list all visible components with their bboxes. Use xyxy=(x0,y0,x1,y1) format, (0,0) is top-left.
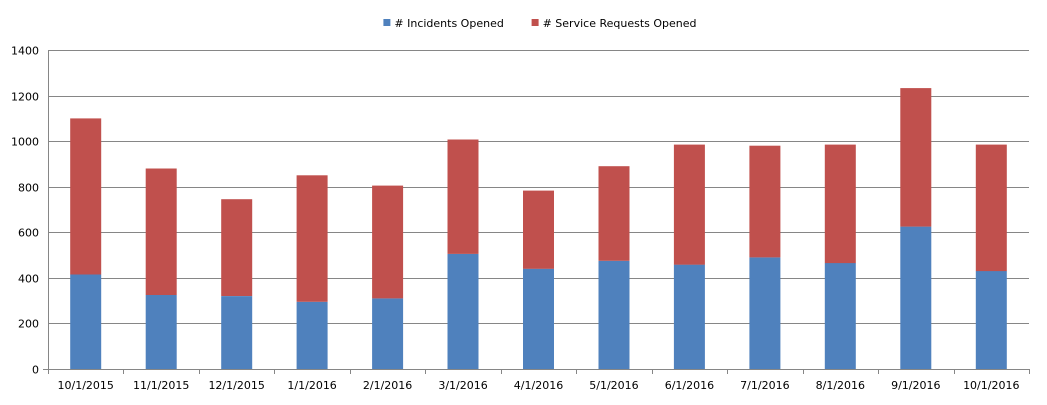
bar-service-requests xyxy=(372,185,404,299)
bar-incidents xyxy=(673,264,705,369)
x-tick-label: 4/1/2016 xyxy=(514,379,563,392)
y-tick-label: 400 xyxy=(18,273,39,286)
bar-incidents xyxy=(145,294,177,369)
x-tick-label: 6/1/2016 xyxy=(665,379,714,392)
bar-incidents xyxy=(824,263,856,369)
bar-service-requests xyxy=(221,199,253,296)
bar-service-requests xyxy=(523,190,554,269)
bar-service-requests xyxy=(824,144,856,264)
bar-service-requests xyxy=(296,175,328,302)
bar-incidents xyxy=(70,274,102,369)
y-tick-label: 200 xyxy=(18,318,39,331)
bar-service-requests xyxy=(70,118,102,275)
bar-incidents xyxy=(598,260,630,369)
x-tick-label: 8/1/2016 xyxy=(816,379,865,392)
bar-service-requests xyxy=(975,144,1007,272)
bar-incidents xyxy=(221,296,253,369)
x-tick-label: 9/1/2016 xyxy=(891,379,940,392)
x-tick-label: 11/1/2015 xyxy=(133,379,189,392)
y-tick-label: 1400 xyxy=(11,45,39,58)
bar-service-requests xyxy=(900,88,932,227)
bars xyxy=(70,88,1007,369)
y-tick-label: 1000 xyxy=(11,136,39,149)
bar-incidents xyxy=(900,226,932,369)
x-tick-label: 7/1/2016 xyxy=(740,379,789,392)
y-tick-label: 800 xyxy=(18,182,39,195)
bar-incidents xyxy=(523,268,554,369)
x-tick-label: 3/1/2016 xyxy=(438,379,487,392)
bar-incidents xyxy=(975,271,1007,369)
bar-incidents xyxy=(372,298,404,369)
bar-incidents xyxy=(447,253,479,369)
legend-label: # Service Requests Opened xyxy=(543,17,697,30)
y-tick-label: 600 xyxy=(18,227,39,240)
bar-service-requests xyxy=(598,166,630,261)
y-tick-label: 1200 xyxy=(11,91,39,104)
x-tick-label: 12/1/2015 xyxy=(208,379,264,392)
legend: # Incidents Opened # Service Requests Ope… xyxy=(383,17,697,30)
bar-service-requests xyxy=(673,144,705,265)
legend-swatch xyxy=(531,19,539,26)
bar-service-requests xyxy=(447,139,479,254)
x-tick-label: 1/1/2016 xyxy=(287,379,336,392)
legend-label: # Incidents Opened xyxy=(394,17,503,30)
bar-service-requests xyxy=(145,168,177,295)
x-tick-label: 10/1/2015 xyxy=(58,379,114,392)
x-tick-label: 5/1/2016 xyxy=(589,379,638,392)
y-tick-label: 0 xyxy=(32,364,39,377)
bar-incidents xyxy=(296,301,328,369)
legend-swatch xyxy=(383,19,391,26)
x-tick-label: 2/1/2016 xyxy=(363,379,412,392)
bar-incidents xyxy=(749,257,781,369)
x-tick-label: 10/1/2016 xyxy=(963,379,1019,392)
bar-service-requests xyxy=(749,145,781,258)
axes: 0 200 400 600 800 1000 1200 1400 10/1/2015 11/1/2… xyxy=(11,45,1030,392)
